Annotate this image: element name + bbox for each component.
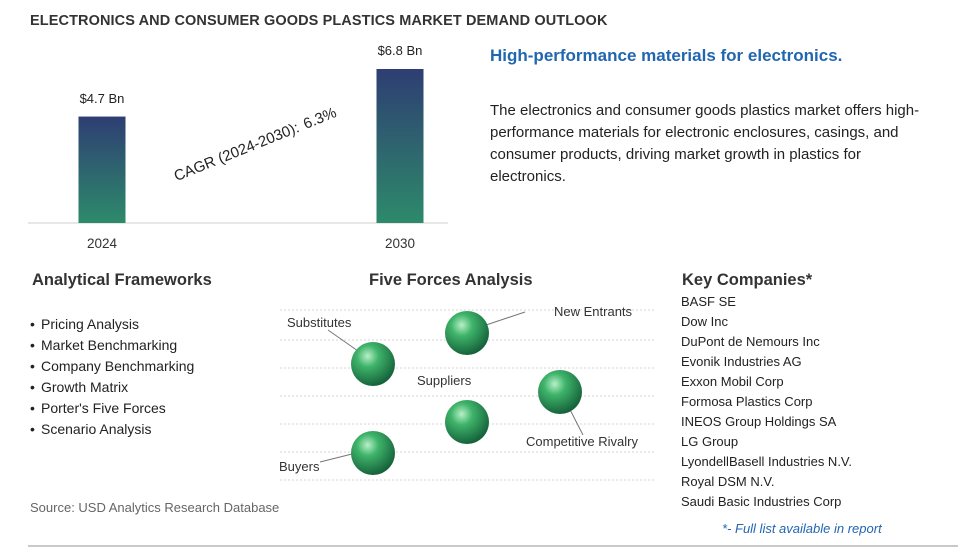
companies-footnote: *- Full list available in report: [722, 521, 882, 536]
list-item: Royal DSM N.V.: [681, 474, 775, 489]
list-item: LG Group: [681, 434, 739, 449]
five-forces-heading: Five Forces Analysis: [369, 271, 533, 289]
list-item: DuPont de Nemours Inc: [681, 334, 820, 349]
list-item: Evonik Industries AG: [681, 354, 802, 369]
headline: High-performance materials for electroni…: [490, 46, 843, 65]
list-item: • Scenario Analysis: [30, 421, 152, 437]
list-item: INEOS Group Holdings SA: [681, 414, 837, 429]
leader-line: [482, 311, 526, 327]
x-tick-label-2030: 2030: [384, 236, 416, 251]
list-item: BASF SE: [681, 294, 736, 309]
force-label-buyers: Buyers: [279, 459, 320, 474]
source-note: Source: USD Analytics Research Database: [30, 500, 280, 515]
force-label-new-entrants: New Entrants: [554, 304, 633, 319]
list-item: Saudi Basic Industries Corp: [681, 494, 842, 509]
page-title: ELECTRONICS AND CONSUMER GOODS PLASTICS …: [30, 13, 608, 29]
force-label-substitutes: Substitutes: [287, 315, 352, 330]
list-item: • Company Benchmarking: [30, 358, 195, 374]
market-bar-chart: $4.7 Bn $6.8 Bn 2024 2030 CAGR (2024-203…: [28, 40, 448, 270]
list-item: • Porter's Five Forces: [30, 400, 166, 416]
bar-2030: [376, 69, 424, 223]
bar-2024: [78, 116, 126, 223]
frameworks-list: • Pricing Analysis • Market Benchmarking •…: [30, 314, 194, 440]
bar-chart-svg: [28, 69, 448, 224]
five-forces-svg: [280, 309, 655, 481]
sphere-competitive-rivalry: [445, 400, 489, 444]
bar-value-label-2024: $4.7 Bn: [79, 90, 125, 106]
frameworks-heading: Analytical Frameworks: [32, 271, 212, 289]
list-item: • Growth Matrix: [30, 379, 129, 395]
companies-heading: Key Companies*: [682, 271, 813, 289]
list-item: • Market Benchmarking: [30, 337, 178, 353]
x-tick-label-2024: 2024: [86, 236, 118, 251]
list-item: • Pricing Analysis: [30, 316, 140, 332]
companies-list: BASF SE Dow Inc DuPont de Nemours Inc Ev…: [681, 292, 852, 512]
bottom-divider: [28, 545, 958, 547]
list-item: LyondellBasell Industries N.V.: [681, 454, 853, 469]
force-label-competitive-rivalry: Competitive Rivalry: [526, 434, 638, 449]
bar-value-label-2030: $6.8 Bn: [377, 43, 423, 58]
list-item: Dow Inc: [681, 314, 728, 329]
sphere-suppliers: [538, 370, 582, 414]
sphere-buyers: [351, 431, 395, 475]
list-item: Exxon Mobil Corp: [681, 374, 784, 389]
five-forces-diagram: Substitutes New Entrants Suppliers Compe…: [270, 290, 660, 490]
sphere-new-entrants: [445, 311, 489, 355]
market-description: The electronics and consumer goods plast…: [490, 102, 920, 185]
sphere-substitutes: [351, 342, 395, 386]
force-label-suppliers: Suppliers: [417, 373, 472, 388]
list-item: Formosa Plastics Corp: [681, 394, 813, 409]
